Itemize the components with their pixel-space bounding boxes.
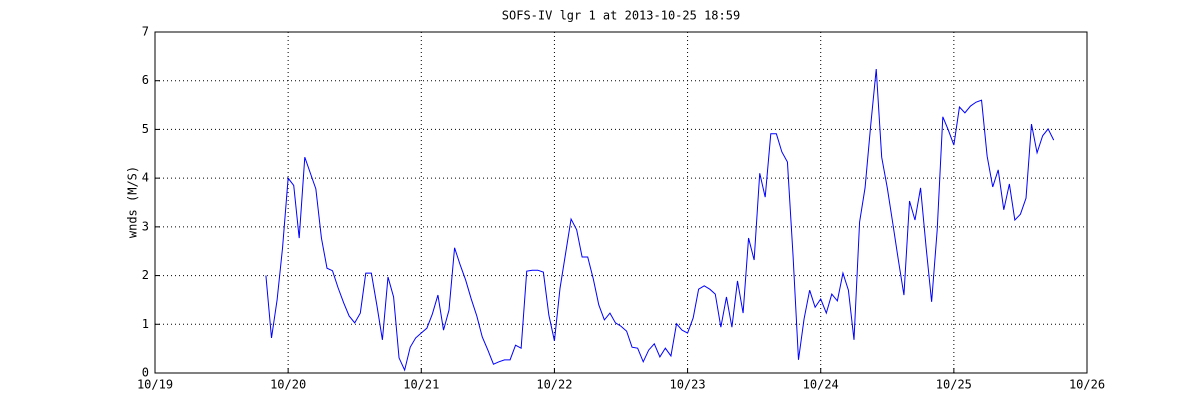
x-tick-label: 10/22 bbox=[536, 378, 572, 392]
y-tick-label: 2 bbox=[142, 268, 149, 282]
y-tick-label: 0 bbox=[142, 366, 149, 380]
y-tick-label: 7 bbox=[142, 25, 149, 39]
x-tick-label: 10/25 bbox=[936, 378, 972, 392]
x-tick-label: 10/26 bbox=[1069, 378, 1105, 392]
y-tick-label: 3 bbox=[142, 219, 149, 233]
y-tick-label: 6 bbox=[142, 73, 149, 87]
x-tick-label: 10/20 bbox=[270, 378, 306, 392]
chart-title: SOFS-IV lgr 1 at 2013-10-25 18:59 bbox=[502, 9, 740, 23]
x-tick-label: 10/19 bbox=[137, 378, 173, 392]
x-tick-label: 10/23 bbox=[670, 378, 706, 392]
y-tick-label: 1 bbox=[142, 317, 149, 331]
y-tick-label: 5 bbox=[142, 122, 149, 136]
line-series bbox=[265, 68, 1055, 372]
plot-frame bbox=[154, 31, 1088, 374]
x-tick-label: 10/21 bbox=[403, 378, 439, 392]
y-axis-label: wnds (M/S) bbox=[126, 166, 140, 238]
y-tick-label: 4 bbox=[142, 171, 149, 185]
x-tick-label: 10/24 bbox=[803, 378, 839, 392]
